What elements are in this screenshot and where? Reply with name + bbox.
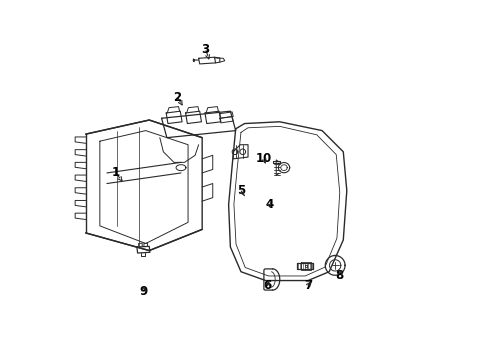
Text: 1: 1 xyxy=(111,166,120,179)
Text: 3: 3 xyxy=(201,43,209,56)
Text: 8: 8 xyxy=(335,269,343,282)
Text: 5: 5 xyxy=(236,184,244,197)
Text: 2: 2 xyxy=(173,91,181,104)
Text: 10: 10 xyxy=(255,152,271,165)
Text: 9: 9 xyxy=(140,285,148,298)
Text: 4: 4 xyxy=(264,198,273,211)
Text: 7: 7 xyxy=(304,279,311,292)
Text: 6: 6 xyxy=(263,279,271,292)
